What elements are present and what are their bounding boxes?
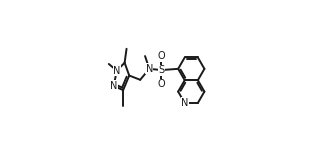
Text: N: N [113,66,120,76]
Text: N: N [110,81,117,91]
Text: N: N [146,64,153,74]
Text: S: S [158,65,165,75]
Text: O: O [158,79,165,89]
Text: O: O [158,51,165,61]
Text: N: N [181,98,188,108]
